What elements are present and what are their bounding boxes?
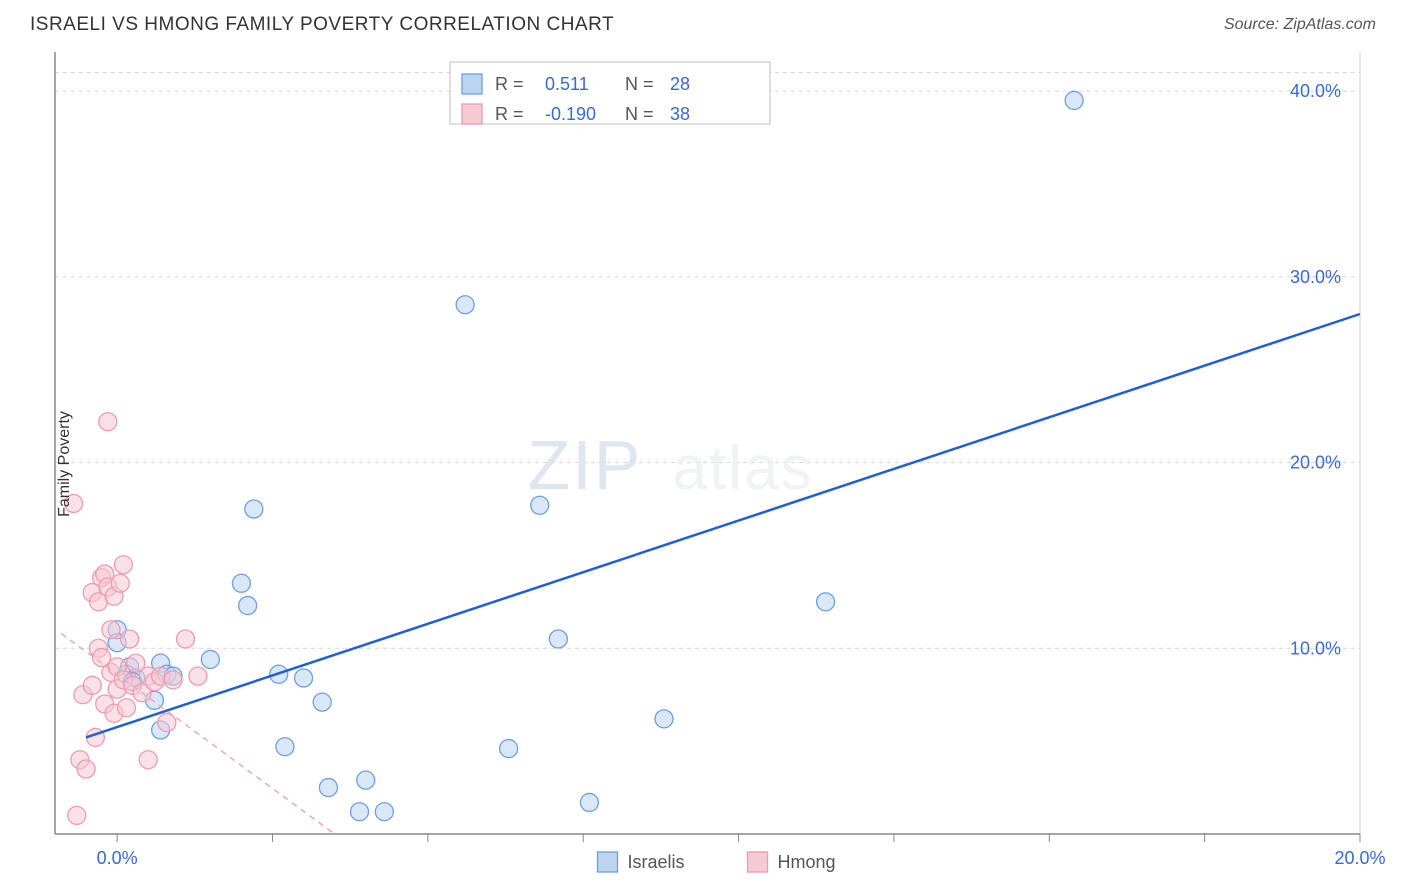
y-tick-label: 40.0% xyxy=(1290,81,1341,101)
legend-n-value: 28 xyxy=(670,74,690,94)
series-swatch xyxy=(748,852,768,872)
data-point xyxy=(580,793,598,811)
data-point xyxy=(177,630,195,648)
data-point xyxy=(375,803,393,821)
y-axis-label: Family Poverty xyxy=(56,411,74,517)
chart-header: ISRAELI VS HMONG FAMILY POVERTY CORRELAT… xyxy=(0,0,1406,44)
data-point xyxy=(295,669,313,687)
data-point xyxy=(83,676,101,694)
legend-swatch xyxy=(462,104,482,124)
data-point xyxy=(313,693,331,711)
data-point xyxy=(531,496,549,514)
data-point xyxy=(655,710,673,728)
legend-n-value: 38 xyxy=(670,104,690,124)
data-point xyxy=(189,667,207,685)
data-point xyxy=(245,500,263,518)
x-tick-label: 0.0% xyxy=(97,848,138,868)
data-point xyxy=(111,574,129,592)
data-point xyxy=(351,803,369,821)
data-point xyxy=(99,413,117,431)
legend-r-label: R = xyxy=(495,74,524,94)
watermark: ZIP xyxy=(528,426,643,504)
data-point xyxy=(319,779,337,797)
data-point xyxy=(817,593,835,611)
legend-swatch xyxy=(462,74,482,94)
y-tick-label: 30.0% xyxy=(1290,267,1341,287)
legend-n-label: N = xyxy=(625,104,654,124)
data-point xyxy=(164,671,182,689)
data-point xyxy=(139,751,157,769)
data-point xyxy=(276,738,294,756)
legend-n-label: N = xyxy=(625,74,654,94)
data-point xyxy=(158,714,176,732)
data-point xyxy=(500,740,518,758)
data-point xyxy=(1065,91,1083,109)
data-point xyxy=(239,597,257,615)
chart-area: Family Poverty ZIP atlas 0.0% 20.0% 10.0% 20.… xyxy=(0,44,1406,884)
data-point xyxy=(549,630,567,648)
data-point xyxy=(456,296,474,314)
series-label: Hmong xyxy=(778,852,836,872)
data-point xyxy=(77,760,95,778)
y-tick-label: 10.0% xyxy=(1290,638,1341,658)
data-point xyxy=(117,699,135,717)
chart-title: ISRAELI VS HMONG FAMILY POVERTY CORRELAT… xyxy=(30,14,614,36)
trend-line xyxy=(86,314,1360,737)
data-point xyxy=(121,630,139,648)
data-point xyxy=(357,771,375,789)
data-point xyxy=(68,806,86,824)
series-swatch xyxy=(598,852,618,872)
chart-source: Source: ZipAtlas.com xyxy=(1224,16,1376,34)
data-point xyxy=(232,574,250,592)
data-point xyxy=(114,556,132,574)
y-tick-label: 20.0% xyxy=(1290,453,1341,473)
watermark: atlas xyxy=(673,434,814,503)
data-point xyxy=(102,621,120,639)
legend-r-value: 0.511 xyxy=(545,74,589,94)
scatter-chart: ZIP atlas 0.0% 20.0% 10.0% 20.0% 30.0% 40.0% R =… xyxy=(0,44,1406,884)
series-label: Israelis xyxy=(628,852,685,872)
legend-r-label: R = xyxy=(495,104,524,124)
legend-r-value: -0.190 xyxy=(545,104,596,124)
data-point xyxy=(201,650,219,668)
x-tick-label: 20.0% xyxy=(1334,848,1385,868)
